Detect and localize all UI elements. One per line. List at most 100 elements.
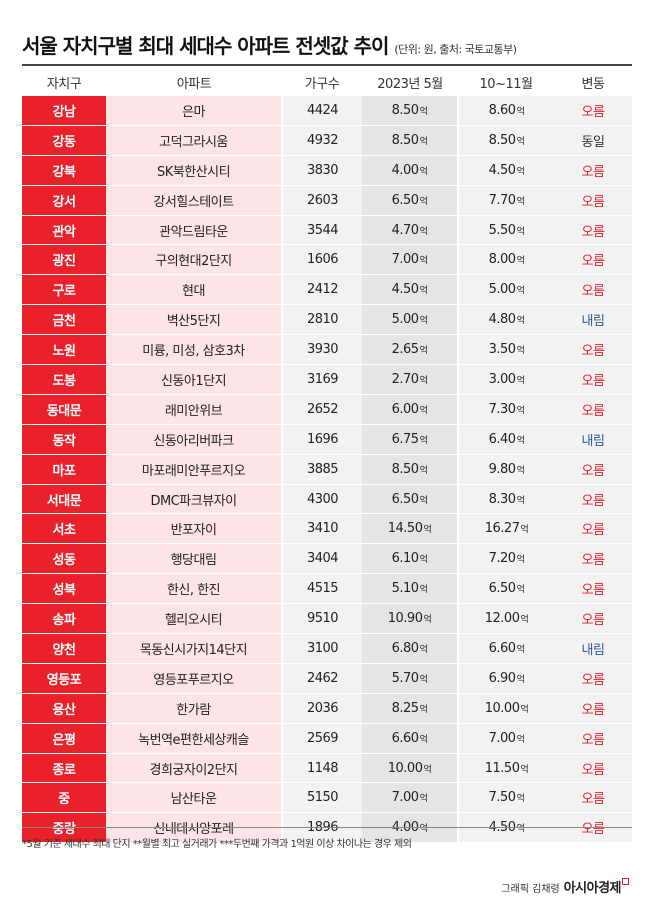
- price-unit: 억: [516, 585, 525, 596]
- title-row: 서울 자치구별 최대 세대수 아파트 전셋값 추이 (단위: 원, 출처: 국토교…: [22, 30, 632, 64]
- price-unit: 억: [516, 316, 525, 327]
- change-cell: 오름: [554, 723, 632, 754]
- change-cell: 오름: [554, 484, 632, 515]
- apartment-cell: 고덕그라시움: [106, 125, 283, 156]
- table-row: 금천 벽산5단지 2810 5.00억 4.80억 내림: [22, 304, 632, 336]
- households-cell: 3544: [282, 215, 362, 246]
- district-cell: 노원: [22, 334, 106, 366]
- households-cell: 4424: [282, 96, 362, 126]
- apartment-cell: 래미안위브: [106, 394, 283, 425]
- col-header-apartment: 아파트: [176, 76, 212, 92]
- price-value: 8.25: [391, 700, 419, 716]
- price-unit: 억: [419, 286, 428, 297]
- price-unit: 억: [516, 824, 525, 835]
- apartment-cell: 관악드림타운: [106, 215, 283, 246]
- price-unit: 억: [520, 704, 529, 715]
- col-header-households: 가구수: [304, 76, 340, 92]
- households-cell: 5150: [282, 782, 362, 814]
- households-cell: 3100: [282, 633, 362, 664]
- price-may-cell: 6.00억: [362, 394, 459, 425]
- table-row: 서대문 DMC파크뷰자이 4300 6.50억 8.30억 오름: [22, 484, 632, 515]
- price-value: 7.00: [391, 790, 419, 806]
- price-unit: 억: [516, 286, 525, 297]
- price-may-cell: 8.50억: [362, 454, 459, 485]
- price-oct-nov-cell: 7.20억: [458, 543, 554, 575]
- change-cell: 오름: [554, 215, 632, 246]
- price-value: 12.00: [484, 611, 520, 627]
- table-row: 관악 관악드림타운 3544 4.70억 5.50억 오름: [22, 215, 632, 246]
- price-may-cell: 5.00억: [362, 304, 459, 336]
- price-value: 8.00: [488, 252, 516, 268]
- district-cell: 송파: [22, 603, 106, 635]
- table-row: 동작 신동아리버파크 1696 6.75억 6.40억 내림: [22, 424, 632, 455]
- price-value: 10.00: [484, 700, 520, 716]
- district-cell: 은평: [22, 723, 106, 754]
- price-oct-nov-cell: 8.50억: [458, 125, 554, 156]
- price-unit: 억: [419, 644, 428, 655]
- change-cell: 오름: [554, 185, 632, 216]
- price-value: 6.50: [488, 581, 516, 597]
- price-unit: 억: [419, 196, 428, 207]
- price-oct-nov-cell: 3.00억: [458, 364, 554, 395]
- apartment-cell: 강서힐스테이트: [106, 185, 283, 216]
- price-value: 7.00: [391, 252, 419, 268]
- price-may-cell: 2.65억: [362, 334, 459, 366]
- price-oct-nov-cell: 7.50억: [458, 782, 554, 814]
- change-cell: 오름: [554, 693, 632, 724]
- price-value: 9.80: [488, 461, 516, 477]
- change-cell: 오름: [554, 364, 632, 395]
- price-unit: 억: [419, 226, 428, 237]
- apartment-cell: 반포자이: [106, 513, 283, 545]
- apartment-cell: 한가람: [106, 693, 283, 724]
- price-oct-nov-cell: 11.50억: [458, 753, 554, 784]
- price-may-cell: 4.50억: [362, 274, 459, 306]
- district-cell: 강동: [22, 125, 106, 156]
- price-oct-nov-cell: 12.00억: [458, 603, 554, 635]
- price-unit: 억: [419, 704, 428, 715]
- table-body: 강남 은마 4424 8.50억 8.60억 오름 강동 고덕그라시움 4932 8.50억 8.5…: [22, 96, 632, 844]
- col-header-district: 자치구: [46, 76, 82, 92]
- price-may-cell: 8.50억: [362, 96, 459, 126]
- apartment-cell: 녹번역e편한세상캐슬: [106, 723, 283, 754]
- apartment-cell: 영등포푸르지오: [106, 663, 283, 694]
- price-oct-nov-cell: 8.00억: [458, 244, 554, 276]
- price-may-cell: 5.10억: [362, 573, 459, 605]
- price-value: 8.50: [488, 132, 516, 148]
- col-header-may-2023: 2023년 5월: [377, 76, 443, 92]
- apartment-cell: 한신, 한진: [106, 573, 283, 605]
- table-row: 송파 헬리오시티 9510 10.90억 12.00억 오름: [22, 603, 632, 635]
- price-oct-nov-cell: 5.00억: [458, 274, 554, 306]
- households-cell: 3930: [282, 334, 362, 366]
- district-cell: 종로: [22, 753, 106, 784]
- price-value: 14.50: [387, 521, 423, 537]
- price-may-cell: 8.50억: [362, 125, 459, 156]
- price-value: 7.00: [488, 730, 516, 746]
- apartment-cell: 목동신시가지14단지: [106, 633, 283, 664]
- households-cell: 1606: [282, 244, 362, 276]
- price-oct-nov-cell: 4.80억: [458, 304, 554, 336]
- price-value: 10.90: [387, 611, 423, 627]
- district-cell: 금천: [22, 304, 106, 336]
- district-cell: 중: [22, 782, 106, 814]
- price-value: 6.60: [488, 640, 516, 656]
- price-may-cell: 5.70억: [362, 663, 459, 694]
- table-row: 강북 SK북한산시티 3830 4.00억 4.50억 오름: [22, 155, 632, 186]
- price-oct-nov-cell: 16.27억: [458, 513, 554, 545]
- district-cell: 성동: [22, 543, 106, 575]
- change-cell: 오름: [554, 244, 632, 276]
- district-cell: 강남: [22, 96, 106, 126]
- apartment-cell: 남산타운: [106, 782, 283, 814]
- price-unit: 억: [516, 375, 525, 386]
- price-unit: 억: [516, 346, 525, 357]
- price-may-cell: 6.50억: [362, 185, 459, 216]
- price-value: 8.60: [488, 102, 516, 118]
- price-value: 6.00: [391, 401, 419, 417]
- price-may-cell: 6.50억: [362, 484, 459, 515]
- price-may-cell: 7.00억: [362, 782, 459, 814]
- table-row: 마포 마포래미안푸르지오 3885 8.50억 9.80억 오름: [22, 454, 632, 485]
- table-header-row: 자치구 아파트 가구수 2023년 5월 10~11월 변동: [22, 68, 632, 96]
- price-value: 8.50: [391, 461, 419, 477]
- price-value: 4.50: [391, 282, 419, 298]
- price-unit: 억: [419, 734, 428, 745]
- price-value: 4.80: [488, 312, 516, 328]
